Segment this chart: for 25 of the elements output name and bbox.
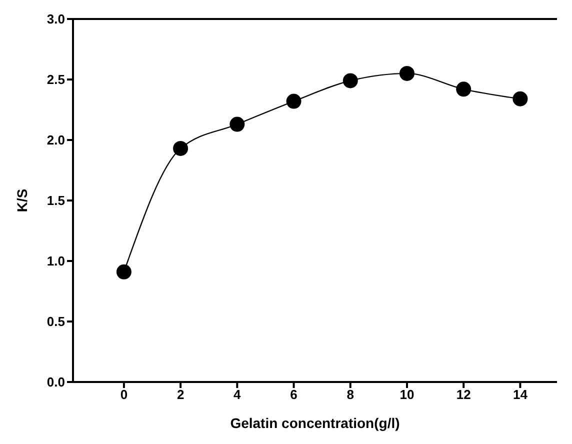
- x-tick-label: 14: [512, 387, 528, 402]
- y-tick-label: 1.5: [46, 193, 65, 208]
- x-tick-label: 8: [346, 387, 354, 402]
- x-tick-label: 0: [120, 387, 128, 402]
- point: [456, 82, 472, 97]
- x-tick-label: 2: [176, 387, 184, 402]
- x-axis-title: Gelatin concentration(g/l): [230, 415, 400, 431]
- y-tick-label: 1.0: [46, 254, 65, 269]
- x-tick-label: 6: [290, 387, 298, 402]
- y-tick-label: 0.0: [46, 374, 65, 390]
- x-tick-label: 4: [234, 387, 242, 402]
- point: [173, 140, 188, 156]
- y-tick-label: 3.0: [46, 12, 65, 27]
- point: [399, 66, 414, 81]
- point: [342, 73, 358, 88]
- y-tick-label: 2.5: [46, 72, 65, 88]
- y-tick-label: 2.0: [46, 132, 65, 148]
- x-tick-label: 10: [400, 387, 414, 402]
- x-tick-label: 12: [456, 387, 471, 402]
- point: [286, 94, 302, 109]
- point: [116, 264, 132, 280]
- y-tick-label: 0.5: [46, 314, 65, 330]
- y-axis-title: K/S: [14, 188, 30, 212]
- point: [512, 91, 528, 106]
- point: [230, 116, 245, 132]
